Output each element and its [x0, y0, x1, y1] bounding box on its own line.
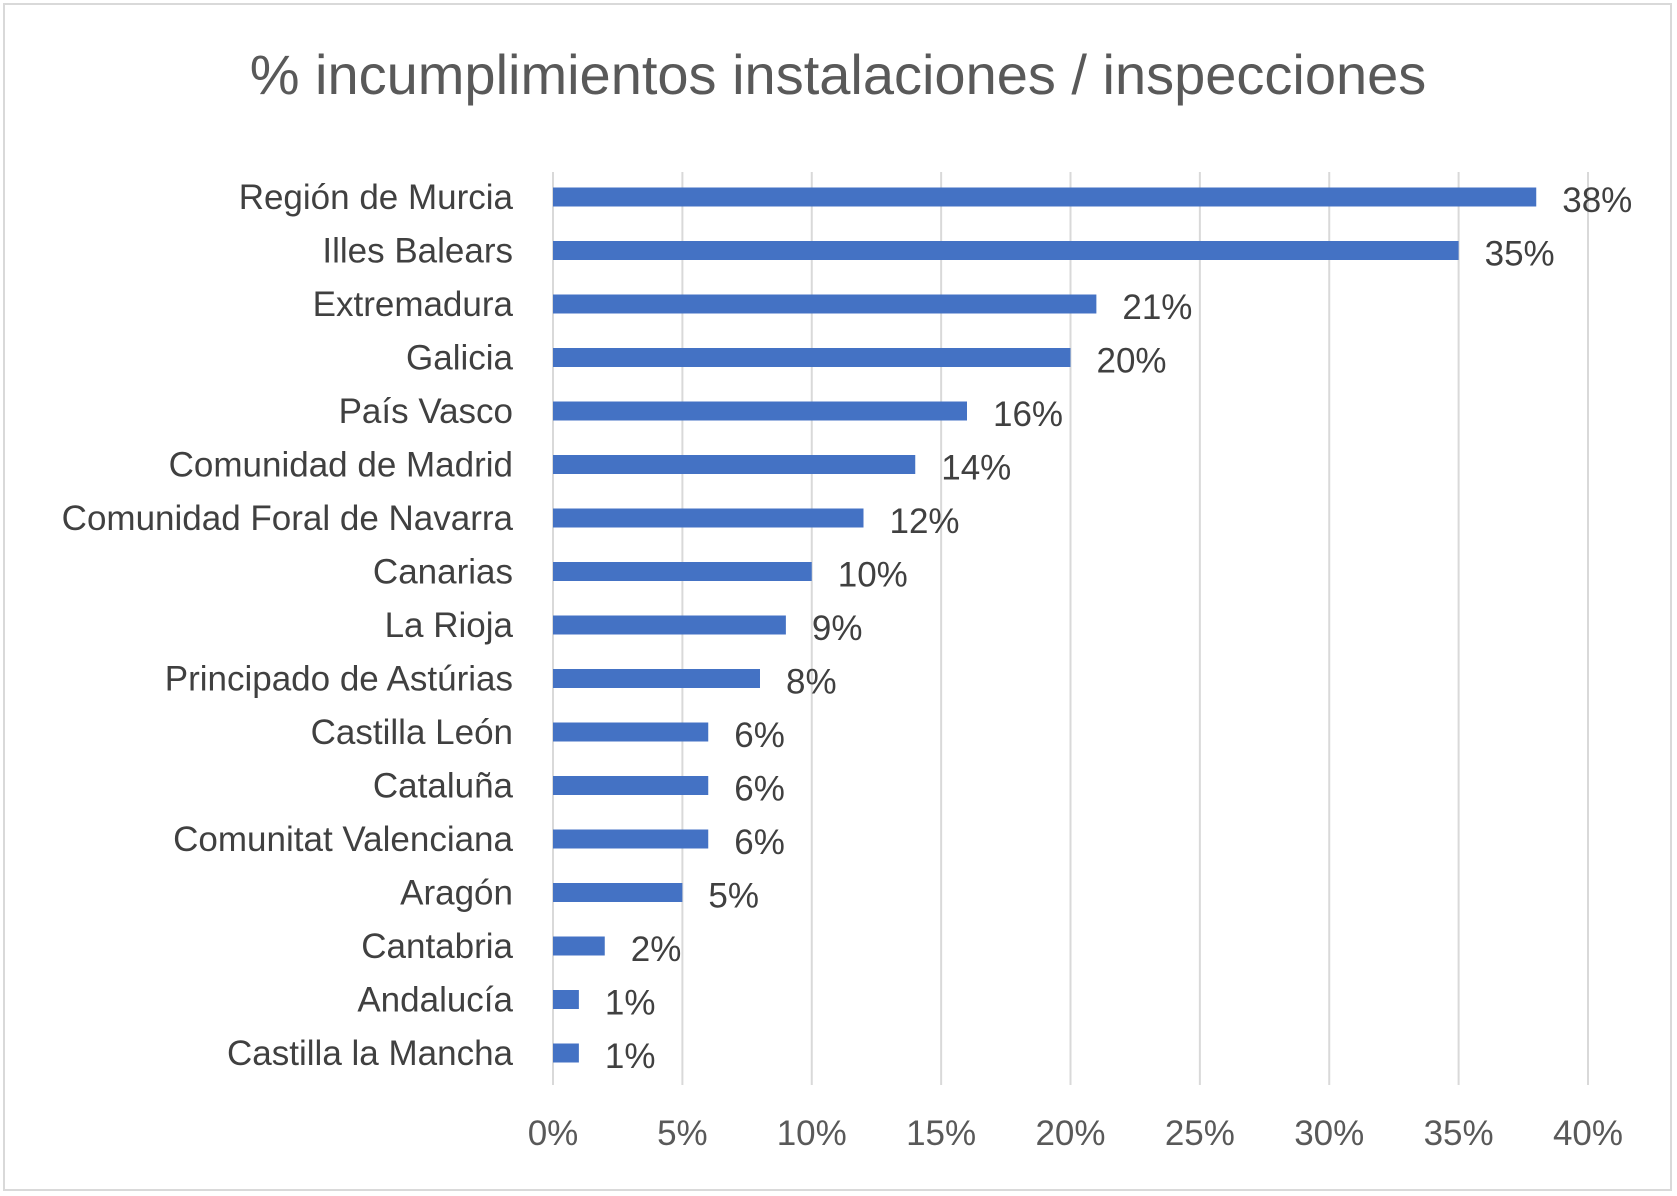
- x-tick-label: 15%: [906, 1114, 976, 1153]
- category-label: Canarias: [373, 553, 513, 592]
- data-label: 14%: [941, 449, 1011, 488]
- data-label: 35%: [1485, 235, 1555, 274]
- bar: [553, 990, 579, 1009]
- x-tick-label: 0%: [528, 1114, 579, 1153]
- bar: [553, 776, 709, 795]
- bar: [553, 883, 683, 902]
- data-label: 12%: [890, 502, 960, 541]
- category-label: Castilla la Mancha: [227, 1034, 513, 1073]
- category-label: Castilla León: [311, 713, 513, 752]
- data-label: 16%: [993, 395, 1063, 434]
- bar: [553, 722, 709, 742]
- bar: [553, 562, 812, 581]
- category-label: Región de Murcia: [239, 178, 514, 217]
- data-label: 2%: [631, 930, 682, 969]
- category-label: Cataluña: [373, 767, 514, 806]
- x-tick-label: 25%: [1165, 1114, 1235, 1153]
- category-label: Galicia: [406, 339, 514, 378]
- x-axis-tick-labels: 0% 5% 10% 15% 20% 25% 30% 35% 40%: [528, 1114, 1623, 1153]
- bar: [553, 348, 1071, 367]
- x-tick-label: 30%: [1294, 1114, 1364, 1153]
- data-label: 6%: [734, 716, 785, 755]
- data-label: 38%: [1562, 181, 1632, 220]
- bar: [553, 455, 916, 474]
- x-tick-label: 20%: [1035, 1114, 1105, 1153]
- category-label: Comunidad Foral de Navarra: [62, 499, 514, 538]
- x-tick-label: 35%: [1424, 1114, 1494, 1153]
- data-label: 20%: [1097, 342, 1167, 381]
- gridlines: [552, 172, 1589, 1085]
- data-label: 10%: [838, 556, 908, 595]
- category-label: Illes Balears: [322, 232, 513, 271]
- bar: [553, 829, 709, 849]
- bar: [553, 508, 864, 528]
- data-label: 5%: [708, 877, 759, 916]
- category-label: Aragón: [400, 874, 513, 913]
- x-tick-label: 10%: [777, 1114, 847, 1153]
- data-label: 6%: [734, 770, 785, 809]
- chart-title: % incumplimientos instalaciones / inspec…: [250, 43, 1427, 106]
- category-label: Principado de Astúrias: [165, 660, 513, 699]
- x-tick-label: 40%: [1553, 1114, 1623, 1153]
- bar: [553, 615, 786, 635]
- category-label: La Rioja: [385, 606, 514, 645]
- category-label: Comunitat Valenciana: [173, 820, 513, 859]
- data-label: 8%: [786, 663, 837, 702]
- category-label: Extremadura: [313, 285, 514, 324]
- bar: [553, 187, 1537, 207]
- data-label: 1%: [605, 984, 656, 1023]
- x-tick-label: 5%: [657, 1114, 708, 1153]
- category-label: Andalucía: [357, 981, 513, 1020]
- category-label: País Vasco: [339, 392, 513, 431]
- bars: [553, 187, 1537, 1063]
- category-label: Comunidad de Madrid: [169, 446, 513, 485]
- data-label: 9%: [812, 609, 863, 648]
- category-labels: Región de Murcia Illes Balears Extremadura…: [62, 178, 514, 1073]
- bar: [553, 401, 967, 421]
- category-label: Cantabria: [361, 927, 513, 966]
- data-label: 21%: [1122, 288, 1192, 327]
- data-label: 1%: [605, 1037, 656, 1076]
- data-labels: 38%35%21%20%16%14%12%10%9%8%6%6%6%5%2%1%…: [605, 181, 1632, 1076]
- data-label: 6%: [734, 823, 785, 862]
- bar: [553, 241, 1459, 260]
- bar: [553, 936, 605, 956]
- bar: [553, 1043, 579, 1063]
- bar: [553, 669, 760, 688]
- bar: [553, 294, 1097, 314]
